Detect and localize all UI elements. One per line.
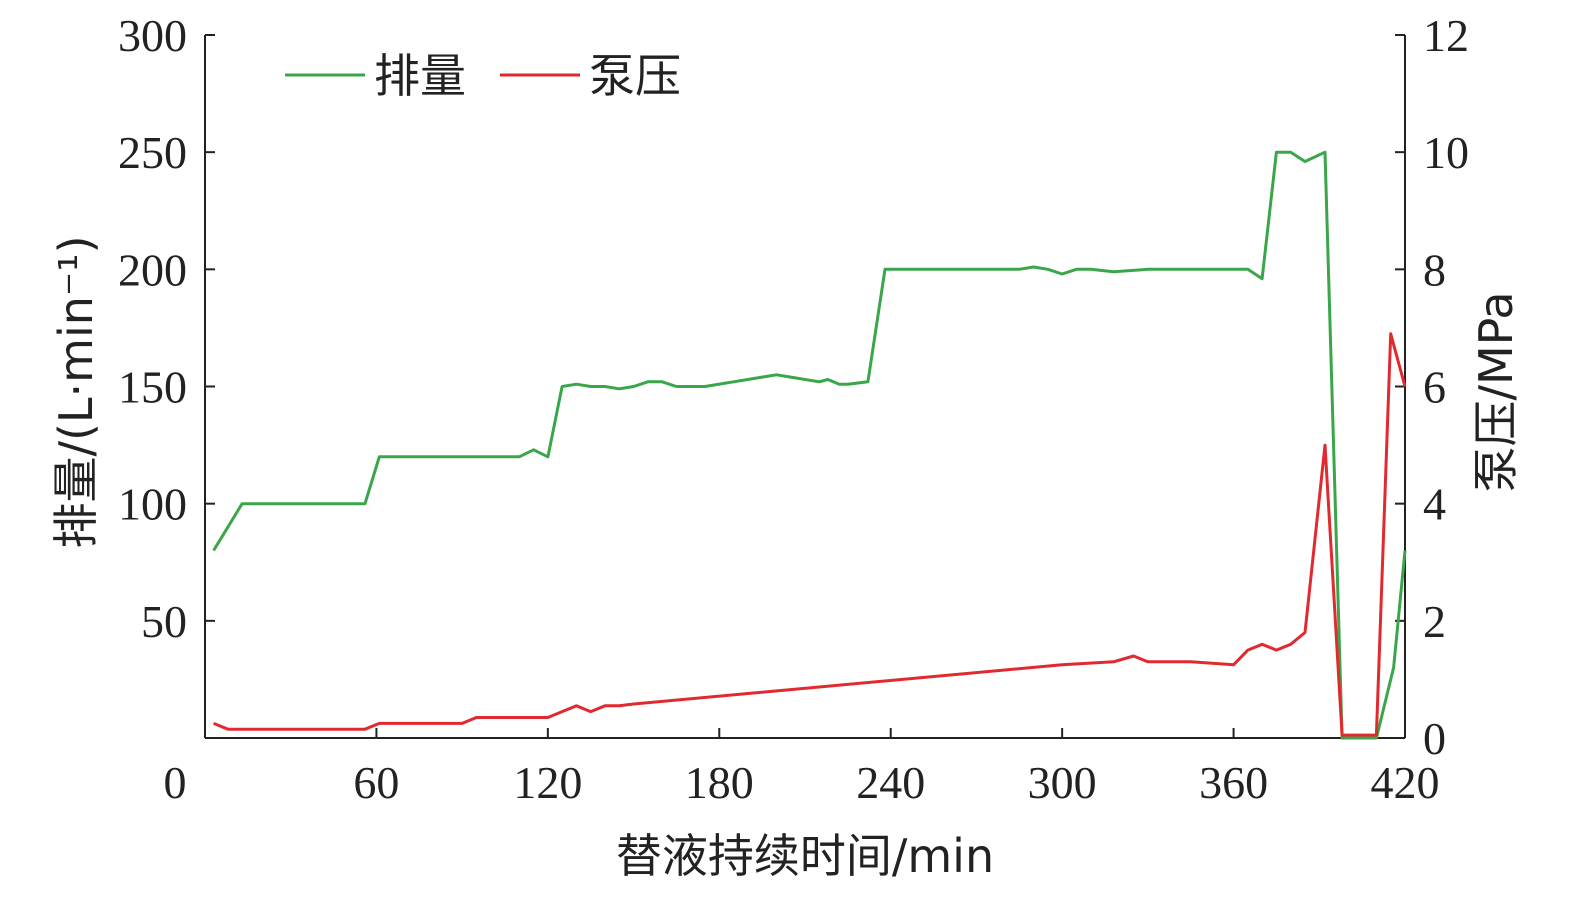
ticks: 0 60 120 180 240 300 360 420 50 100 150 200 250 300 0 2…: [118, 10, 1469, 808]
y-left-tick-label: 250: [118, 127, 187, 178]
y-axis-right-title: 泵压/MPa: [1469, 291, 1523, 492]
legend: 排量 泵压: [285, 49, 681, 103]
x-tick-label: 180: [685, 757, 754, 808]
x-axis-title: 替液持续时间/min: [616, 829, 994, 883]
y-left-tick-label: 100: [118, 479, 187, 530]
x-tick-label: 420: [1371, 757, 1440, 808]
y-left-tick-label: 50: [141, 596, 187, 647]
series-line-flow: [212, 150, 1407, 740]
y-left-tick-label: 300: [118, 10, 187, 61]
x-tick-label: 360: [1199, 757, 1268, 808]
y-right-tick-label: 0: [1423, 713, 1446, 764]
x-tick-label: 120: [513, 757, 582, 808]
y-right-tick-label: 2: [1423, 596, 1446, 647]
x-tick-label: 300: [1028, 757, 1097, 808]
y-right-tick-label: 4: [1423, 479, 1446, 530]
series-group: [212, 150, 1407, 740]
x-tick-label: 0: [164, 757, 187, 808]
y-axis-left-title: 排量/(L·min⁻¹): [49, 235, 103, 548]
series-line-pressure: [213, 332, 1407, 737]
x-tick-label: 240: [856, 757, 925, 808]
y-right-tick-label: 10: [1423, 127, 1469, 178]
y-left-tick-label: 150: [118, 362, 187, 413]
x-tick-label: 60: [353, 757, 399, 808]
y-right-tick-label: 12: [1423, 10, 1469, 61]
legend-label-pressure: 泵压: [589, 49, 681, 103]
y-right-tick-label: 6: [1423, 362, 1446, 413]
axes: [204, 35, 1406, 739]
legend-label-flow: 排量: [374, 49, 466, 103]
y-right-tick-label: 8: [1423, 244, 1446, 295]
y-left-tick-label: 200: [118, 244, 187, 295]
